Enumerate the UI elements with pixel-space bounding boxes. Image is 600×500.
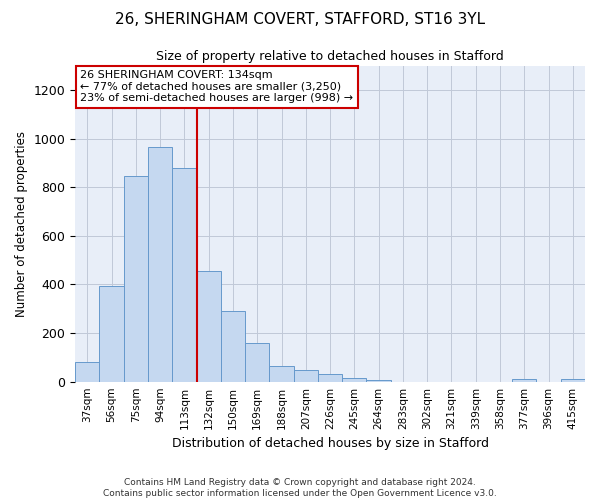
Bar — [75, 362, 100, 382]
Bar — [367, 380, 391, 382]
Bar — [342, 378, 367, 382]
Text: 26 SHERINGHAM COVERT: 134sqm
← 77% of detached houses are smaller (3,250)
23% of: 26 SHERINGHAM COVERT: 134sqm ← 77% of de… — [80, 70, 353, 104]
Bar — [172, 168, 197, 382]
X-axis label: Distribution of detached houses by size in Stafford: Distribution of detached houses by size … — [172, 437, 488, 450]
Y-axis label: Number of detached properties: Number of detached properties — [15, 130, 28, 316]
Bar — [269, 366, 293, 382]
Bar — [124, 176, 148, 382]
Bar — [512, 379, 536, 382]
Text: 26, SHERINGHAM COVERT, STAFFORD, ST16 3YL: 26, SHERINGHAM COVERT, STAFFORD, ST16 3Y… — [115, 12, 485, 28]
Bar — [221, 311, 245, 382]
Bar — [148, 147, 172, 382]
Bar — [197, 271, 221, 382]
Bar — [100, 286, 124, 382]
Bar — [245, 343, 269, 382]
Bar — [561, 379, 585, 382]
Text: Contains HM Land Registry data © Crown copyright and database right 2024.
Contai: Contains HM Land Registry data © Crown c… — [103, 478, 497, 498]
Bar — [318, 374, 342, 382]
Bar — [293, 370, 318, 382]
Title: Size of property relative to detached houses in Stafford: Size of property relative to detached ho… — [156, 50, 504, 63]
